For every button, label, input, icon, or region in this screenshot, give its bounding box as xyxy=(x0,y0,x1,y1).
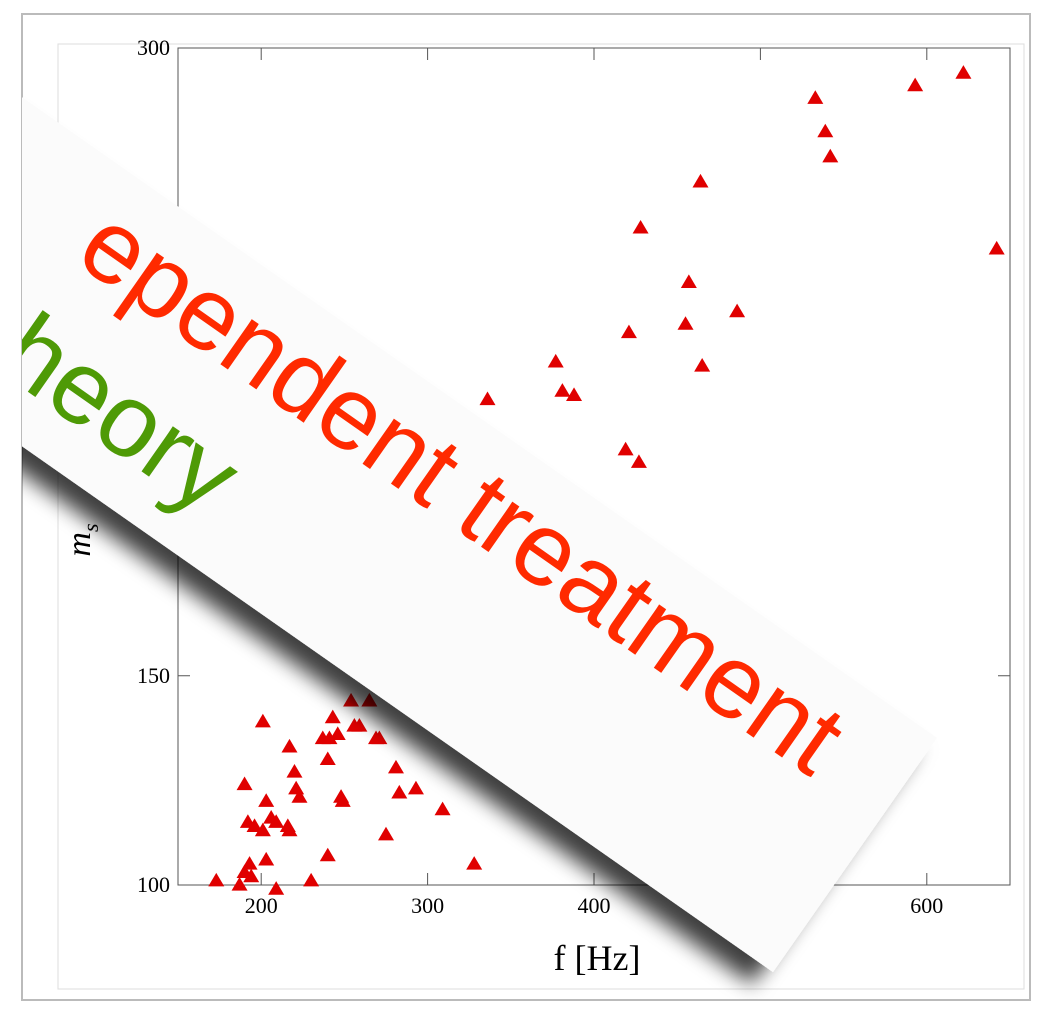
point xyxy=(231,877,248,891)
point xyxy=(407,780,424,795)
point xyxy=(466,856,483,870)
point xyxy=(258,851,275,866)
x-tick-label: 200 xyxy=(245,893,278,918)
point xyxy=(334,793,351,807)
y-tick-label: 150 xyxy=(137,663,170,688)
point xyxy=(246,818,263,833)
point xyxy=(329,726,346,740)
point xyxy=(692,173,709,188)
point xyxy=(694,358,711,372)
image-border xyxy=(57,43,1025,990)
x-axis-label: f [Hz] xyxy=(554,938,641,978)
point xyxy=(391,784,408,799)
point xyxy=(371,730,388,745)
point xyxy=(236,776,253,791)
y-tick-label: 300 xyxy=(137,35,170,60)
y-tick-label: 100 xyxy=(137,872,170,897)
point xyxy=(807,90,824,104)
point xyxy=(479,391,496,406)
point xyxy=(319,751,336,766)
point xyxy=(291,789,308,803)
point xyxy=(254,822,271,837)
point xyxy=(566,387,583,401)
point xyxy=(955,65,972,79)
point xyxy=(632,219,649,234)
point xyxy=(243,868,260,883)
y-label-main: m xyxy=(61,532,98,557)
point xyxy=(680,274,697,288)
y-label-sub: s xyxy=(78,523,103,532)
point xyxy=(729,303,746,318)
point xyxy=(343,692,360,707)
point xyxy=(208,872,225,887)
point xyxy=(319,847,336,862)
point xyxy=(907,77,924,92)
point xyxy=(817,123,834,138)
point xyxy=(677,316,694,330)
x-tick-label: 600 xyxy=(910,893,943,918)
point xyxy=(281,738,298,753)
point xyxy=(617,441,634,456)
point xyxy=(822,148,839,163)
point xyxy=(434,801,451,816)
x-tick-label: 400 xyxy=(578,893,611,918)
point xyxy=(324,709,341,724)
point xyxy=(321,730,338,745)
point xyxy=(254,713,271,728)
point xyxy=(258,793,275,807)
point xyxy=(378,826,394,841)
point xyxy=(286,764,303,778)
point xyxy=(268,881,285,895)
point xyxy=(361,692,378,707)
point xyxy=(351,717,368,732)
x-tick-label: 300 xyxy=(411,893,444,918)
paper xyxy=(22,14,938,973)
point xyxy=(988,240,1005,255)
point xyxy=(547,353,564,368)
point xyxy=(630,454,647,468)
y-axis-label: ms xyxy=(61,523,103,556)
point xyxy=(387,759,404,774)
point xyxy=(554,383,571,397)
point xyxy=(303,872,320,887)
point xyxy=(268,814,285,828)
point xyxy=(281,822,298,837)
point xyxy=(620,324,637,339)
